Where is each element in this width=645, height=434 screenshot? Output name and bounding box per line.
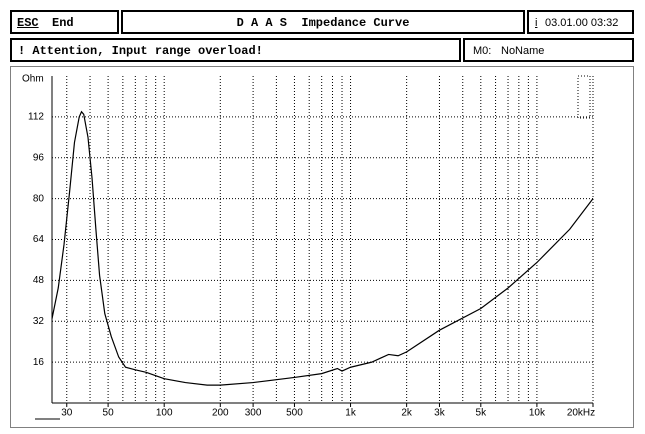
end-label[interactable]: End [52,16,74,30]
x-tick-label: 20kHz [567,408,595,419]
x-tick-label: 200 [212,408,229,419]
legend-frame [577,75,591,119]
x-tick-label: 5k [476,408,488,419]
y-tick-label: 80 [33,193,45,204]
y-tick-label: 32 [33,316,45,327]
y-tick-label: 48 [33,275,45,286]
esc-key[interactable]: ESC [17,16,39,30]
x-tick-label: 100 [156,408,173,419]
x-tick-label: 1k [345,408,357,419]
impedance-curve [51,110,594,386]
y-tick-label: 96 [33,152,45,163]
y-tick-label: 112 [28,112,44,123]
title-box: D A A S Impedance Curve [121,10,525,34]
y-tick-label: 16 [33,357,45,368]
x-tick-label: 500 [286,408,303,419]
memory-label[interactable]: M0: [473,45,492,57]
esc-box[interactable]: ESC End [10,10,119,34]
message: ! Attention, Input range overload! [18,44,263,58]
x-tick-label: 10k [529,408,546,419]
date-box: i 03.01.00 03:32 [527,10,634,34]
datetime: 03.01.00 03:32 [545,17,619,29]
x-tick-label: 300 [245,408,262,419]
message-box: ! Attention, Input range overload! [10,38,461,62]
info-key[interactable]: i [535,17,538,29]
y-axis-label: Ohm [22,74,44,85]
title: D A A S Impedance Curve [236,16,410,30]
x-tick-label: 50 [103,408,115,419]
memory-name: NoName [501,45,545,57]
x-tick-label: 2k [401,408,413,419]
memory-box: M0: NoName [463,38,634,62]
y-tick-label: 64 [33,234,45,245]
x-tick-label: 30 [61,408,73,419]
x-tick-label: 3k [434,408,446,419]
